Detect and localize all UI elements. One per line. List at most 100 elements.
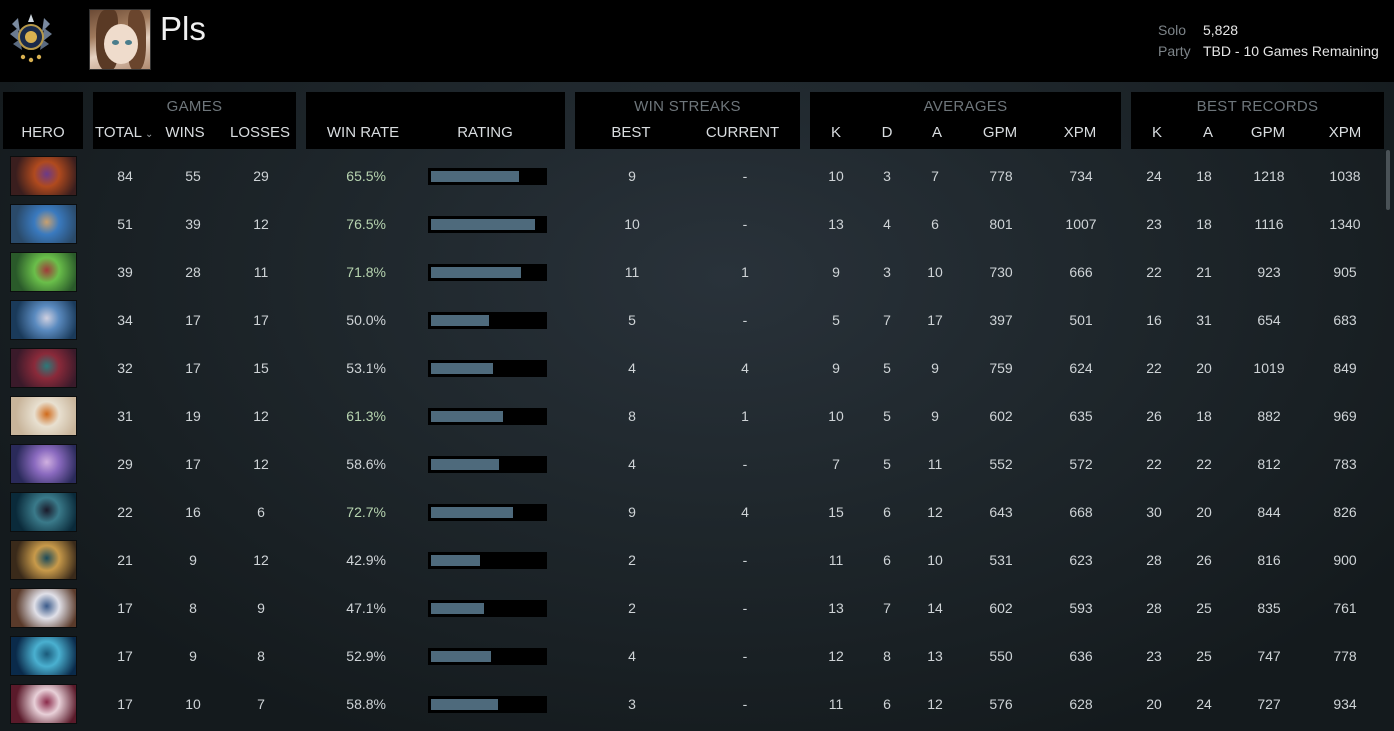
table-row[interactable]: 51 39 12 76.5% 10 - 13 4 6 801 1007 23 18 1116 1340 (0, 200, 1384, 248)
invoker-portrait[interactable] (10, 684, 77, 724)
table-row[interactable]: 17 8 9 47.1% 2 - 13 7 14 602 593 28 25 835 761 (0, 584, 1384, 632)
cell-avg-k: 11 (828, 696, 844, 712)
col-best-k[interactable]: K (1151, 124, 1162, 141)
cell-best-k: 22 (1146, 456, 1162, 472)
cell-avg-d: 3 (883, 264, 891, 280)
cell-best-a: 26 (1196, 552, 1212, 568)
cell-losses: 7 (257, 696, 265, 712)
cell-avg-k: 7 (832, 456, 840, 472)
lina-portrait[interactable] (10, 396, 77, 436)
col-losses[interactable]: LOSSES (229, 124, 291, 141)
morphling-portrait[interactable] (10, 636, 77, 676)
cell-best-a: 22 (1196, 456, 1212, 472)
tusk-portrait[interactable] (10, 588, 77, 628)
rating-bar (428, 264, 547, 281)
col-hero[interactable]: HERO (21, 124, 65, 141)
cell-total: 17 (117, 600, 133, 616)
table-row[interactable]: 17 10 7 58.8% 3 - 11 6 12 576 628 20 24 727 934 (0, 680, 1384, 728)
col-streak-best[interactable]: BEST (611, 124, 651, 141)
cell-best-k: 22 (1146, 264, 1162, 280)
cell-best-xpm: 934 (1333, 696, 1357, 712)
table-row[interactable]: 34 17 17 50.0% 5 - 5 7 17 397 501 16 31 654 683 (0, 296, 1384, 344)
rating-bar-fill (431, 267, 521, 278)
col-streak-current[interactable]: CURRENT (705, 124, 780, 141)
cell-win-rate: 58.6% (346, 456, 386, 472)
rating-bar (428, 360, 547, 377)
cell-losses: 12 (253, 456, 269, 472)
cell-streak-best: 2 (628, 600, 636, 616)
table-row[interactable]: 21 9 12 42.9% 2 - 11 6 10 531 623 28 26 816 900 (0, 536, 1384, 584)
cell-avg-d: 5 (883, 360, 891, 376)
col-total-label: TOTAL (95, 124, 142, 141)
cell-avg-xpm: 636 (1069, 648, 1093, 664)
cell-avg-a: 10 (927, 552, 943, 568)
rating-bar-fill (431, 603, 484, 614)
cell-win-rate: 72.7% (346, 504, 386, 520)
col-total[interactable]: TOTAL ⌄ (95, 124, 160, 141)
col-avg-xpm[interactable]: XPM (1063, 124, 1097, 141)
col-avg-a[interactable]: A (931, 124, 942, 141)
cell-avg-a: 14 (927, 600, 943, 616)
col-avg-gpm[interactable]: GPM (982, 124, 1018, 141)
cell-best-k: 26 (1146, 408, 1162, 424)
rating-bar (428, 696, 547, 713)
cell-total: 39 (117, 264, 133, 280)
table-row[interactable]: 32 17 15 53.1% 4 4 9 5 9 759 624 22 20 1019 849 (0, 344, 1384, 392)
slark-portrait[interactable] (10, 300, 77, 340)
col-best-xpm[interactable]: XPM (1328, 124, 1362, 141)
cell-best-k: 28 (1146, 552, 1162, 568)
cell-best-a: 20 (1196, 360, 1212, 376)
cell-avg-gpm: 759 (989, 360, 1013, 376)
cell-best-xpm: 900 (1333, 552, 1357, 568)
cell-losses: 17 (253, 312, 269, 328)
cell-best-xpm: 826 (1333, 504, 1357, 520)
col-avg-d[interactable]: D (881, 124, 893, 141)
antimage-portrait[interactable] (10, 156, 77, 196)
player-avatar[interactable] (89, 9, 151, 70)
cell-avg-xpm: 623 (1069, 552, 1093, 568)
col-win-rate[interactable]: WIN RATE (326, 124, 400, 141)
table-row[interactable]: 39 28 11 71.8% 11 1 9 3 10 730 666 22 21 923 905 (0, 248, 1384, 296)
meepo-portrait[interactable] (10, 204, 77, 244)
cell-best-xpm: 761 (1333, 600, 1357, 616)
hero-header-block (3, 92, 83, 149)
cell-best-gpm: 882 (1257, 408, 1281, 424)
table-row[interactable]: 31 19 12 61.3% 8 1 10 5 9 602 635 26 18 882 969 (0, 392, 1384, 440)
tidehunter-portrait[interactable] (10, 540, 77, 580)
cell-total: 32 (117, 360, 133, 376)
cell-best-a: 18 (1196, 408, 1212, 424)
cell-total: 22 (117, 504, 133, 520)
cell-best-xpm: 783 (1333, 456, 1357, 472)
cell-wins: 55 (185, 168, 201, 184)
col-avg-k[interactable]: K (830, 124, 841, 141)
cell-win-rate: 47.1% (346, 600, 386, 616)
cell-streak-current: - (742, 216, 748, 232)
cell-avg-a: 10 (927, 264, 943, 280)
cell-best-xpm: 905 (1333, 264, 1357, 280)
col-best-a[interactable]: A (1202, 124, 1213, 141)
table-row[interactable]: 84 55 29 65.5% 9 - 10 3 7 778 734 24 18 1218 1038 (0, 152, 1384, 200)
medusa-portrait[interactable] (10, 252, 77, 292)
cell-best-gpm: 747 (1257, 648, 1281, 664)
table-scrollbar[interactable] (1386, 150, 1390, 210)
cell-win-rate: 50.0% (346, 312, 386, 328)
table-row[interactable]: 17 9 8 52.9% 4 - 12 8 13 550 636 23 25 747 778 (0, 632, 1384, 680)
cell-losses: 11 (253, 264, 269, 280)
cell-avg-a: 12 (927, 696, 943, 712)
cell-avg-gpm: 602 (989, 600, 1013, 616)
games-header-block (93, 92, 296, 149)
col-rating[interactable]: RATING (457, 124, 513, 141)
table-row[interactable]: 29 17 12 58.6% 4 - 7 5 11 552 572 22 22 812 783 (0, 440, 1384, 488)
table-row[interactable]: 22 16 6 72.7% 9 4 15 6 12 643 668 30 20 844 826 (0, 488, 1384, 536)
cell-avg-xpm: 635 (1069, 408, 1093, 424)
anti-mage-alt-portrait[interactable] (10, 444, 77, 484)
cell-avg-k: 10 (828, 168, 844, 184)
col-best-gpm[interactable]: GPM (1250, 124, 1286, 141)
cell-win-rate: 71.8% (346, 264, 386, 280)
best-records-group-title: BEST RECORDS (1196, 98, 1319, 115)
col-wins[interactable]: WINS (165, 124, 205, 141)
cell-losses: 12 (253, 552, 269, 568)
cell-best-k: 23 (1146, 216, 1162, 232)
phantom-assassin-portrait[interactable] (10, 492, 77, 532)
templar-assassin-portrait[interactable] (10, 348, 77, 388)
